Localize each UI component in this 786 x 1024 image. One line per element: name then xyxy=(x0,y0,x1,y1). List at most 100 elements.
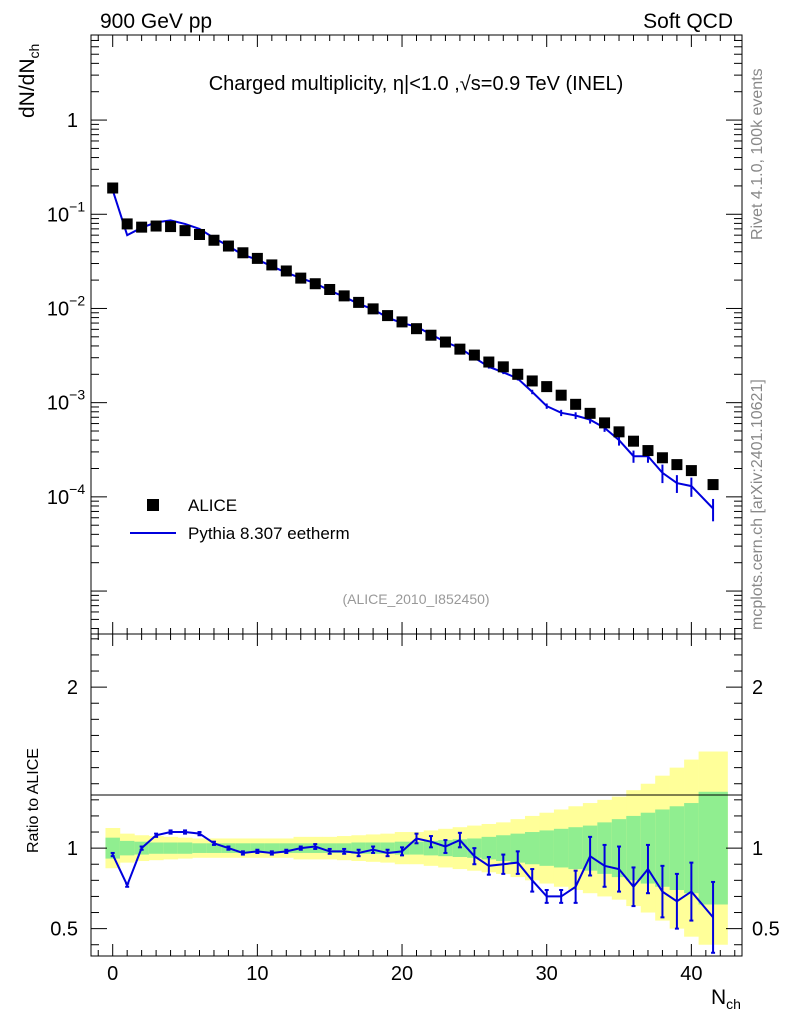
alice-point xyxy=(497,361,509,373)
alice-point xyxy=(309,278,321,290)
ratio-xtick-label: 30 xyxy=(536,963,558,985)
alice-point xyxy=(512,368,524,380)
alice-point xyxy=(107,182,119,194)
legend-label-pythia: Pythia 8.307 eetherm xyxy=(188,524,350,543)
alice-point xyxy=(613,426,625,438)
alice-point xyxy=(468,349,480,361)
ratio-band-inner xyxy=(380,842,396,854)
ratio-ylabel: Ratio to ALICE xyxy=(25,748,42,853)
alice-point xyxy=(136,221,148,233)
ratio-ytick-label-right: 2 xyxy=(752,677,763,699)
ratio-xtick-label: 40 xyxy=(680,963,702,985)
ratio-band-inner xyxy=(626,815,642,881)
legend-marker-alice xyxy=(147,499,159,511)
alice-point xyxy=(396,316,408,328)
ratio-band-inner xyxy=(250,843,265,853)
main-ytick-label: 10−2 xyxy=(47,292,85,320)
ratio-band-inner xyxy=(568,827,584,870)
alice-point xyxy=(656,452,668,464)
ratio-ytick-label-right: 1 xyxy=(752,838,763,860)
alice-point xyxy=(685,465,697,477)
ratio-band-inner xyxy=(105,837,121,859)
alice-point xyxy=(628,435,639,447)
ratio-line xyxy=(111,831,714,919)
ratio-band-inner xyxy=(264,843,280,853)
alice-point xyxy=(382,310,394,322)
alice-point xyxy=(584,407,596,419)
legend-label-alice: ALICE xyxy=(188,496,237,515)
ratio-band-inner xyxy=(177,842,193,854)
ratio-band-inner xyxy=(206,843,222,853)
ratio-band-inner xyxy=(669,806,685,890)
alice-point xyxy=(353,296,365,308)
ratio-ytick-label: 0.5 xyxy=(50,919,78,941)
alice-point xyxy=(251,252,263,264)
ratio-band-inner xyxy=(279,843,294,853)
ratio-band-inner xyxy=(119,840,135,856)
ratio-band-inner xyxy=(496,835,511,862)
legend: ALICE Pythia 8.307 eetherm xyxy=(130,496,350,543)
alice-point xyxy=(280,265,292,277)
rivet-label: Rivet 4.1.0, 100k events xyxy=(749,68,766,240)
alice-point xyxy=(222,240,234,252)
alice-point xyxy=(439,336,451,348)
alice-point xyxy=(194,228,205,240)
ratio-ytick-label: 2 xyxy=(67,677,78,699)
ratio-band-inner xyxy=(553,828,569,868)
alice-point xyxy=(237,247,249,259)
alice-point xyxy=(150,220,162,232)
ratio-band-inner xyxy=(409,841,425,855)
main-watermark: (ALICE_2010_I852450) xyxy=(342,591,489,607)
main-ylabel: dN/dNch xyxy=(16,44,42,118)
ratio-xlabel: Nch xyxy=(711,986,741,1012)
alice-point xyxy=(555,389,567,401)
main-title: Charged multiplicity, η|<1.0 ,√s=0.9 TeV… xyxy=(209,73,624,95)
alice-point xyxy=(541,381,553,393)
main-ytick-label: 10−1 xyxy=(47,198,85,226)
ratio-xtick-label: 0 xyxy=(107,963,118,985)
ratio-xtick-label: 10 xyxy=(246,963,268,985)
ratio-band-inner xyxy=(192,843,208,853)
alice-point xyxy=(179,225,191,237)
ratio-band-inner xyxy=(481,836,497,860)
alice-point xyxy=(266,259,278,271)
alice-point xyxy=(165,221,177,233)
alice-point xyxy=(454,343,466,355)
main-ytick-label: 1 xyxy=(67,110,78,132)
ratio-ytick-label: 1 xyxy=(67,838,78,860)
alice-point xyxy=(367,303,379,315)
ratio-band-inner xyxy=(655,809,670,887)
alice-point xyxy=(338,290,350,302)
ratio-band-inner xyxy=(525,832,540,865)
alice-point xyxy=(526,375,538,387)
alice-point xyxy=(295,272,307,284)
main-panel: 1 10−1 10−2 10−3 10−4 Charged multiplicity, … xyxy=(16,34,743,635)
ratio-ytick-label-right: 0.5 xyxy=(752,919,780,941)
main-ytick-label: 10−4 xyxy=(47,481,85,509)
alice-point xyxy=(324,283,336,295)
ratio-band-inner xyxy=(163,842,179,854)
ratio-band-inner xyxy=(351,842,367,854)
main-ytick-label: 10−3 xyxy=(47,387,85,415)
alice-point xyxy=(642,445,654,457)
alice-point xyxy=(570,398,582,410)
ratio-band-inner xyxy=(684,803,699,894)
ratio-band-inner xyxy=(539,830,555,866)
ratio-xtick-label: 20 xyxy=(391,963,413,985)
alice-point xyxy=(707,479,719,491)
main-frame xyxy=(90,34,743,635)
alice-point xyxy=(671,459,683,471)
alice-point xyxy=(208,234,220,246)
mcplots-label: mcplots.cern.ch [arXiv:2401.10621] xyxy=(749,379,766,630)
header-right: Soft QCD xyxy=(643,10,733,33)
ratio-band-inner xyxy=(510,833,526,863)
ratio-band-inner xyxy=(148,842,164,854)
header-left: 900 GeV pp xyxy=(100,10,212,33)
ratio-panel: 0 10 20 30 40 0.5 0.5 1 1 2 2 Ratio to ALICE Nch xyxy=(25,633,780,1012)
ratio-band-inner xyxy=(235,843,251,853)
alice-point xyxy=(599,417,611,429)
alice-point xyxy=(425,329,437,341)
alice-point xyxy=(411,323,422,335)
alice-point xyxy=(483,356,495,368)
